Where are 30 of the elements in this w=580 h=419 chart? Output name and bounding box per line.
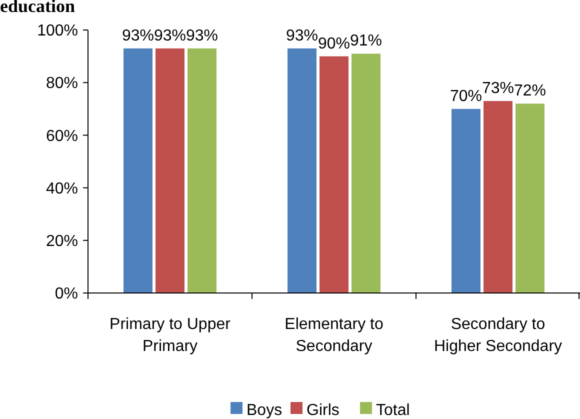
data-label: 93% <box>186 27 218 44</box>
legend-label: Boys <box>246 402 282 419</box>
x-tick-label: Secondary to Higher Secondary <box>434 316 562 355</box>
y-tick-label: 100% <box>37 22 78 40</box>
legend-label: Girls <box>306 402 340 419</box>
data-label: 72% <box>514 82 546 100</box>
y-tick-label: 20% <box>46 233 78 250</box>
bar <box>124 48 152 293</box>
y-tick-label: 40% <box>46 180 78 198</box>
bar <box>156 48 184 293</box>
data-label: 90% <box>318 35 350 52</box>
x-tick-label: Elementary to Secondary <box>284 316 384 355</box>
data-label: 91% <box>350 32 382 50</box>
data-label: 93% <box>154 27 186 44</box>
legend-label: Total <box>376 402 410 419</box>
x-tick-label: Primary to Upper Primary <box>110 316 232 355</box>
bar <box>516 104 544 293</box>
bar <box>352 54 380 293</box>
data-label: 73% <box>482 80 514 98</box>
bar <box>320 56 348 293</box>
y-tick-label: 60% <box>46 128 78 145</box>
y-tick-label: 0% <box>54 286 78 303</box>
bar <box>452 108 480 293</box>
bar <box>288 48 316 293</box>
y-tick-label: 80% <box>46 75 78 92</box>
data-label: 70% <box>450 88 482 105</box>
data-label: 93% <box>286 27 318 44</box>
data-label: 93% <box>122 27 154 44</box>
bar <box>188 48 216 293</box>
bar <box>484 101 512 293</box>
